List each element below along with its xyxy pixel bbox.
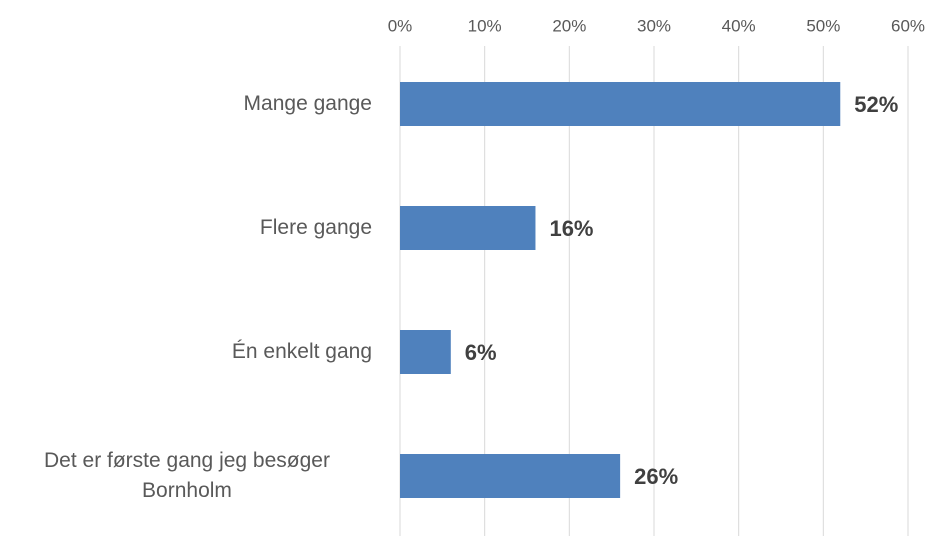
y-tick-label: Flere gange: [259, 216, 372, 239]
bar: [400, 206, 536, 250]
bar: [400, 330, 451, 374]
y-tick-label: Det er første gang jeg besøger Bornholm: [44, 449, 330, 502]
x-tick-label: 10%: [468, 16, 502, 35]
x-tick-label: 40%: [722, 16, 756, 35]
value-label: 26%: [634, 464, 678, 489]
x-tick-label: 0%: [388, 16, 413, 35]
value-label: 52%: [854, 92, 898, 117]
x-tick-label: 20%: [552, 16, 586, 35]
bar: [400, 82, 841, 126]
bar: [400, 454, 621, 498]
x-tick-label: 60%: [891, 16, 925, 35]
x-tick-label: 50%: [806, 16, 840, 35]
y-tick-label: Én enkelt gang: [231, 340, 372, 363]
value-label: 6%: [465, 340, 497, 365]
x-tick-label: 30%: [637, 16, 671, 35]
value-label: 16%: [549, 216, 593, 241]
y-tick-label: Mange gange: [243, 92, 372, 115]
